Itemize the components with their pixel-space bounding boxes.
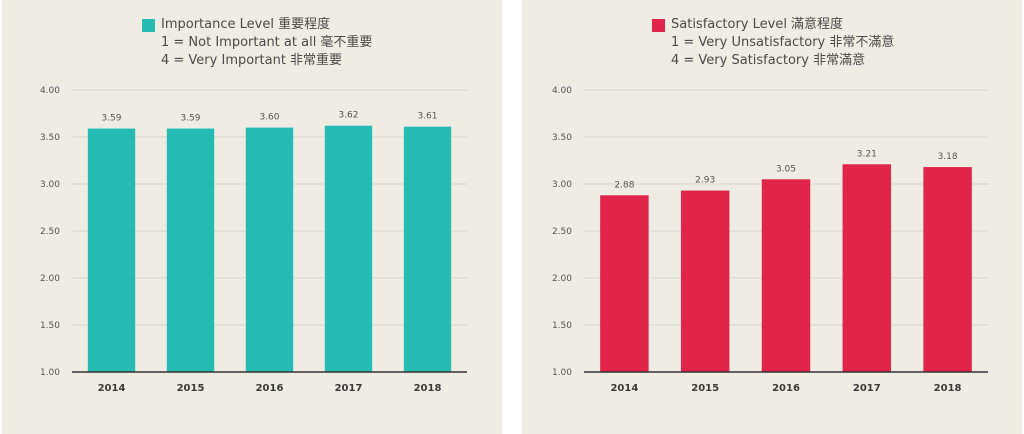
importance-bar (87, 128, 136, 372)
satisfactory-bar-chart: 1.00 1.50 2.00 2.50 3.00 3.50 4.00 2.88 2014 2.93… (552, 86, 988, 394)
satisfactory-x-tick-label: 2014 (610, 383, 638, 394)
satisfactory-value-label: 3.18 (938, 152, 958, 162)
importance-y-tick-label: 1.50 (40, 321, 60, 331)
satisfactory-value-label: 3.21 (857, 149, 877, 159)
importance-bar (403, 126, 452, 372)
importance-value-label: 3.59 (180, 114, 200, 124)
importance-x-tick-label: 2015 (177, 383, 205, 394)
satisfactory-y-tick-label: 2.50 (552, 227, 572, 237)
satisfactory-bar (923, 167, 972, 372)
satisfactory-x-tick-label: 2018 (934, 383, 962, 394)
satisfactory-y-tick-label: 1.00 (552, 368, 572, 378)
satisfactory-y-tick-label: 1.50 (552, 321, 572, 331)
importance-bar (324, 125, 373, 372)
importance-value-label: 3.59 (101, 114, 121, 124)
importance-chart-panel: Importance Level 重要程度 1 = Not Important … (2, 0, 502, 434)
importance-y-tick-label: 3.00 (40, 180, 60, 190)
importance-value-label: 3.62 (338, 111, 358, 121)
satisfactory-chart-panel: Satisfactory Level 滿意程度 1 = Very Unsatis… (522, 0, 1022, 434)
importance-y-tick-label: 2.50 (40, 227, 60, 237)
importance-y-tick-label: 2.00 (40, 274, 60, 284)
importance-value-label: 3.61 (417, 112, 437, 122)
satisfactory-value-label: 3.05 (776, 164, 796, 174)
importance-legend-swatch (142, 18, 155, 32)
satisfactory-legend-swatch (652, 18, 665, 32)
satisfactory-legend: Satisfactory Level 滿意程度 1 = Very Unsatis… (522, 16, 1024, 70)
satisfactory-x-tick-label: 2017 (853, 383, 881, 394)
satisfactory-x-tick-label: 2016 (772, 383, 800, 394)
importance-x-tick-label: 2016 (256, 383, 284, 394)
importance-y-tick-label: 3.50 (40, 133, 60, 143)
importance-bar-chart: 1.00 1.50 2.00 2.50 3.00 3.50 4.00 3.59 2014 3.59… (40, 86, 467, 394)
satisfactory-y-tick-label: 2.00 (552, 274, 572, 284)
importance-y-tick-label: 1.00 (40, 368, 60, 378)
importance-value-label: 3.60 (259, 113, 279, 123)
satisfactory-y-tick-label: 3.00 (552, 180, 572, 190)
satisfactory-legend-scale-max: 4 = Very Satisfactory 非常滿意 (671, 53, 866, 68)
importance-legend-scale-min: 1 = Not Important at all 毫不重要 (161, 35, 373, 50)
satisfactory-bar (600, 195, 649, 372)
importance-bar (166, 128, 215, 372)
satisfactory-bar (680, 190, 730, 372)
importance-bar (245, 127, 294, 372)
satisfactory-y-tick-label: 4.00 (552, 86, 572, 96)
importance-x-tick-label: 2017 (335, 383, 363, 394)
importance-x-tick-label: 2018 (414, 383, 442, 394)
satisfactory-legend-title: Satisfactory Level 滿意程度 (671, 17, 844, 32)
satisfactory-bar (761, 179, 811, 372)
satisfactory-y-tick-label: 3.50 (552, 133, 572, 143)
satisfactory-value-label: 2.88 (614, 180, 634, 190)
satisfactory-value-label: 2.93 (695, 176, 715, 186)
importance-legend-scale-max: 4 = Very Important 非常重要 (161, 53, 343, 68)
satisfactory-legend-scale-min: 1 = Very Unsatisfactory 非常不滿意 (671, 35, 895, 50)
importance-x-tick-label: 2014 (98, 383, 126, 394)
satisfactory-x-tick-label: 2015 (691, 383, 719, 394)
satisfactory-bar (842, 164, 892, 372)
importance-y-tick-label: 4.00 (40, 86, 60, 96)
importance-legend-title: Importance Level 重要程度 (161, 17, 331, 32)
importance-legend: Importance Level 重要程度 1 = Not Important … (2, 16, 642, 70)
